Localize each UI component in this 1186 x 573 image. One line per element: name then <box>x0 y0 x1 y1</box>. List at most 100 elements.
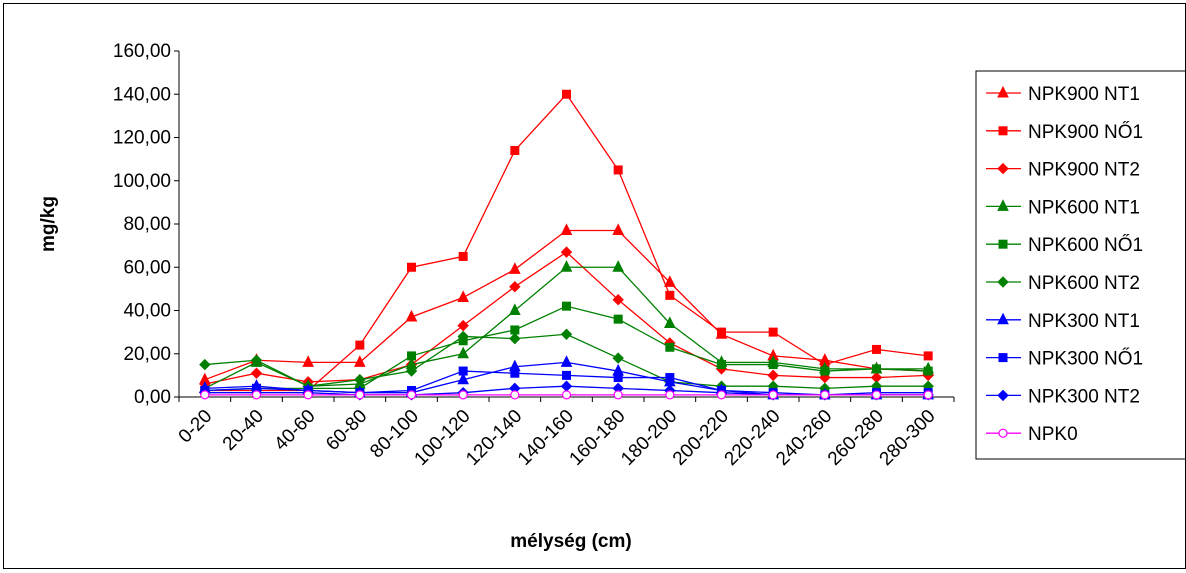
y-tick-label: 120,00 <box>113 128 171 149</box>
legend-item: NPK300 NT2 <box>986 386 1140 407</box>
legend-label: NPK300 NŐ1 <box>1028 348 1143 370</box>
y-axis-title-group: mg/kg <box>38 196 59 252</box>
legend-marker <box>998 353 1008 363</box>
series-layer <box>199 89 934 401</box>
legend-item: NPK300 NŐ1 <box>986 348 1143 370</box>
data-point <box>612 293 624 306</box>
data-point <box>560 223 573 235</box>
x-tick-label: 280-300 <box>876 406 940 470</box>
data-point <box>405 309 418 322</box>
data-point <box>560 260 573 272</box>
data-point <box>923 390 933 400</box>
legend-label: NPK300 NT2 <box>1028 386 1140 407</box>
data-point <box>510 390 520 400</box>
data-point <box>250 367 263 379</box>
data-point <box>250 354 263 366</box>
data-point <box>407 262 416 272</box>
legend-marker <box>997 312 1009 325</box>
x-tick-labels: 0-20 20-40 40-60 60-8080-100100-120120-1401… <box>175 406 940 470</box>
data-point <box>768 390 778 400</box>
data-point <box>560 355 573 367</box>
data-point <box>613 373 623 383</box>
legend-label: NPK600 NT2 <box>1028 273 1140 294</box>
x-tick-label: 20-40 <box>219 406 268 455</box>
data-point <box>510 145 520 155</box>
data-point <box>457 290 469 303</box>
series-1 <box>200 89 933 396</box>
legend-item: NPK300 NT1 <box>986 311 1140 332</box>
x-tick-label: 40-60 <box>270 406 319 455</box>
data-point <box>560 328 573 340</box>
y-tick-label: 0,00 <box>134 387 171 408</box>
x-tick-label: 180-200 <box>617 406 681 470</box>
legend-marker <box>997 199 1009 211</box>
legend-label: NPK900 NT1 <box>1028 84 1140 105</box>
x-tick-label: 140-160 <box>514 406 578 470</box>
data-point <box>509 303 521 315</box>
data-point <box>612 260 624 272</box>
legend-marker <box>997 276 1009 288</box>
data-point <box>871 390 882 400</box>
x-tick-label: 60-80 <box>322 406 371 455</box>
data-point <box>251 390 262 400</box>
data-point <box>407 351 416 361</box>
data-point <box>510 325 520 335</box>
y-axis-title: mg/kg <box>38 196 59 252</box>
data-point <box>872 364 881 374</box>
data-point <box>665 290 675 300</box>
x-tick-label: 100-120 <box>411 406 475 470</box>
data-point <box>560 380 573 392</box>
data-point <box>458 251 468 261</box>
y-tick-label: 60,00 <box>123 257 171 278</box>
data-point <box>354 373 366 386</box>
chart-frame: mg/kg mélység (cm) 0,00 20,00 40,00 60,00 80… <box>3 3 1186 569</box>
data-point <box>612 223 624 235</box>
legend-label: NPK900 NT2 <box>1028 160 1140 181</box>
data-point <box>406 390 417 400</box>
data-point <box>612 352 624 364</box>
data-point <box>664 275 676 287</box>
legend-marker <box>998 428 1008 438</box>
data-point <box>923 351 933 361</box>
data-point <box>405 365 418 377</box>
x-tick-label: 260-280 <box>824 406 888 470</box>
y-tick-label: 40,00 <box>123 301 171 322</box>
legend-item: NPK900 NT2 <box>986 160 1140 181</box>
data-point <box>200 390 210 400</box>
data-point <box>458 366 468 376</box>
y-tick-label: 140,00 <box>113 84 171 105</box>
data-point <box>355 390 365 400</box>
x-tick-label: 220-240 <box>721 406 785 470</box>
y-tick-label: 20,00 <box>123 344 171 365</box>
data-point <box>768 327 778 337</box>
y-tick-labels: 0,00 20,00 40,00 60,00 80,00 100,00 120,00 140,… <box>113 41 171 408</box>
data-point <box>509 281 521 293</box>
axes <box>174 50 955 402</box>
series-9 <box>200 390 933 400</box>
legend-item: NPK600 NŐ1 <box>986 234 1143 256</box>
data-point <box>302 355 314 367</box>
data-point <box>562 301 571 311</box>
data-point <box>664 316 676 328</box>
y-tick-label: 80,00 <box>123 214 171 235</box>
y-tick-label: 160,00 <box>113 41 171 62</box>
x-tick-label: 200-220 <box>669 406 733 470</box>
data-point <box>768 360 778 370</box>
x-tick-label: 120-140 <box>462 406 526 470</box>
data-point <box>354 355 366 367</box>
data-point <box>665 373 675 383</box>
data-point <box>923 366 933 376</box>
x-tick-label: 0-20 <box>175 406 217 448</box>
legend-label: NPK900 NŐ1 <box>1028 121 1143 143</box>
data-point <box>303 390 313 400</box>
legend-marker <box>998 239 1008 249</box>
data-point <box>457 372 469 385</box>
data-point <box>717 360 726 370</box>
data-point <box>872 344 881 354</box>
data-point <box>509 332 521 345</box>
legend-item: NPK900 NŐ1 <box>986 121 1143 143</box>
data-point <box>510 368 520 378</box>
data-point <box>665 342 675 352</box>
data-point <box>458 390 468 400</box>
data-point <box>613 390 623 400</box>
